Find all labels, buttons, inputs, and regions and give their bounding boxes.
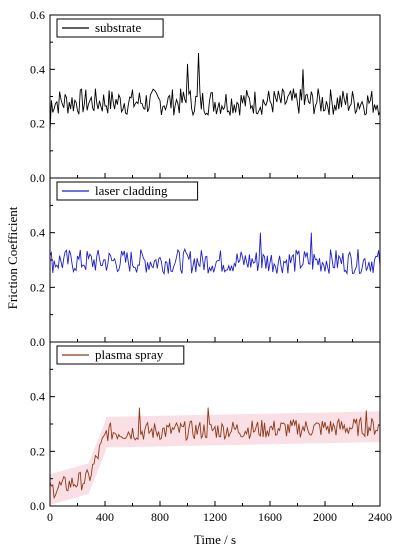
series-line-plasma-spray	[49, 407, 381, 500]
series-line-laser-cladding	[49, 232, 381, 276]
legend-plasma-spray: plasma spray	[56, 345, 185, 365]
legend-laser-cladding: laser cladding	[56, 181, 199, 201]
x-tick-label: 400	[96, 510, 114, 524]
y-tick-label: 0.4	[30, 390, 45, 404]
y-tick-label: 0.6	[30, 8, 45, 22]
panels: 0.0 0.2 0.4 0.6 substrate 0.0 0.2 0.4 laser clad…	[30, 8, 392, 524]
y-axis-title: Friction Coefficient	[5, 206, 20, 309]
y-tick-label: 0.4	[30, 226, 45, 240]
y-tick-label: 0.0	[30, 499, 45, 513]
x-tick-label: 1600	[258, 510, 282, 524]
x-tick-label: 800	[151, 510, 169, 524]
legend-label: substrate	[95, 20, 141, 35]
legend-box	[56, 18, 164, 38]
legend-label: plasma spray	[95, 347, 164, 362]
legend-label: laser cladding	[95, 183, 168, 198]
x-axis-title: Time / s	[194, 532, 236, 547]
y-tick-label: 0.2	[30, 280, 45, 294]
x-tick-label: 1200	[203, 510, 227, 524]
legend-box	[56, 181, 199, 201]
legend-substrate: substrate	[56, 18, 164, 38]
x-tick-label: 2400	[368, 510, 392, 524]
series-line-substrate	[49, 52, 381, 132]
panel-laser-cladding: 0.0 0.2 0.4 laser cladding	[30, 177, 381, 349]
x-tick-label: 0	[47, 510, 53, 524]
y-tick-label: 0.2	[30, 444, 45, 458]
panel-substrate: 0.0 0.2 0.4 0.6 substrate	[30, 8, 381, 185]
y-tick-label: 0.4	[30, 62, 45, 76]
series-band-plasma-spray	[50, 411, 380, 505]
y-tick-label: 0.0	[30, 335, 45, 349]
y-tick-label: 0.0	[30, 171, 45, 185]
panel-plasma-spray: 0.0 0.2 0.4 0 400 800 1200 1600 2000 2400 plasma s…	[30, 341, 392, 524]
x-tick-label: 2000	[313, 510, 337, 524]
legend-box	[56, 345, 185, 365]
y-tick-label: 0.2	[30, 117, 45, 131]
